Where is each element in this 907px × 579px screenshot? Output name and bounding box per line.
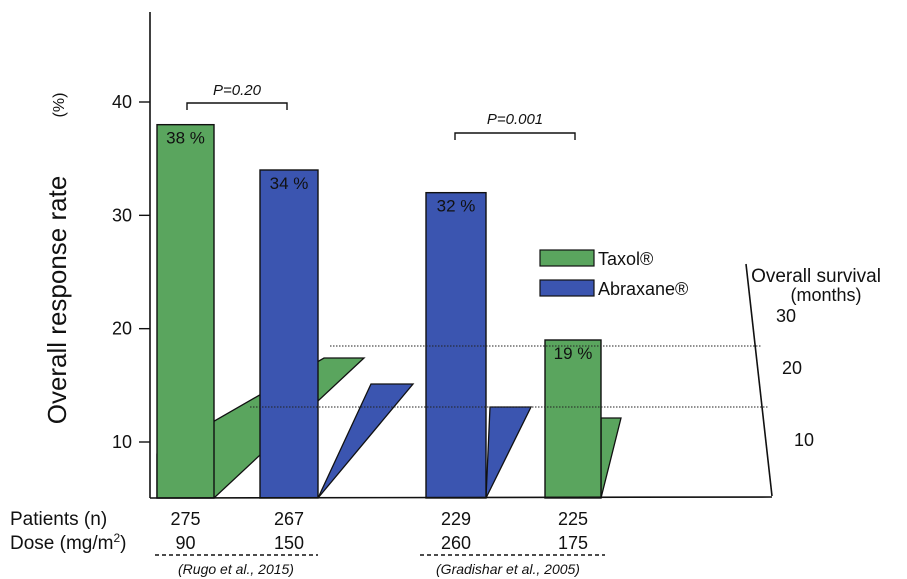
survival-bar-2 bbox=[317, 383, 415, 499]
legend-label-taxol: Taxol® bbox=[598, 249, 653, 269]
bar-value-label-3: 32 % bbox=[437, 197, 476, 216]
table-values: 275 90 267 150 229 260 225 175 bbox=[170, 509, 588, 553]
bar-value-label-2: 34 % bbox=[270, 174, 309, 193]
data-table: Patients (n) Dose (mg/m2) 275 90 267 150 229… bbox=[10, 509, 605, 577]
bar-value-label-1: 38 % bbox=[166, 129, 205, 148]
p-value-label-1: P=0.20 bbox=[213, 82, 262, 99]
survival-axis-label-line1: Overall survival bbox=[751, 266, 881, 287]
survival-tick-10: 10 bbox=[794, 430, 814, 450]
response-bar-1 bbox=[156, 123, 215, 499]
patients-value-4: 225 bbox=[558, 509, 588, 529]
response-bar-2 bbox=[259, 169, 319, 499]
dose-row-label: Dose (mg/m2) bbox=[10, 531, 126, 554]
survival-axis-line bbox=[745, 263, 773, 497]
patients-value-3: 229 bbox=[441, 509, 471, 529]
survival-tick-20: 20 bbox=[782, 358, 802, 378]
y-tick-label-10: 10 bbox=[112, 432, 132, 452]
x-axis-line bbox=[149, 496, 773, 499]
y-tick-label-20: 20 bbox=[112, 319, 132, 339]
legend-swatch-taxol bbox=[539, 249, 595, 267]
survival-axis: Overall survival (months) 30 20 10 bbox=[250, 263, 881, 497]
survival-bar-4 bbox=[600, 417, 622, 499]
reference-2: (Gradishar et al., 2005) bbox=[436, 561, 580, 577]
dose-value-3: 260 bbox=[441, 533, 471, 553]
bracket-1 bbox=[186, 102, 288, 110]
y-tick-label-30: 30 bbox=[112, 205, 132, 225]
dose-label-sup: 2 bbox=[113, 531, 120, 545]
legend-swatch-abraxane bbox=[539, 279, 595, 297]
reference-1: (Rugo et al., 2015) bbox=[178, 561, 294, 577]
legend: Taxol® Abraxane® bbox=[539, 249, 688, 299]
patients-row-label: Patients (n) bbox=[10, 509, 107, 530]
patients-value-1: 275 bbox=[170, 509, 200, 529]
y-axis-unit: (%) bbox=[51, 93, 68, 118]
bar-value-label-4: 19 % bbox=[554, 344, 593, 363]
legend-label-abraxane: Abraxane® bbox=[598, 279, 688, 299]
dose-value-2: 150 bbox=[274, 533, 304, 553]
p-value-label-2: P=0.001 bbox=[487, 111, 543, 128]
response-bar-3 bbox=[425, 191, 487, 499]
dose-value-4: 175 bbox=[558, 533, 588, 553]
p-value-brackets: P=0.20 P=0.001 bbox=[186, 82, 576, 140]
dose-label-text: Dose (mg/m bbox=[10, 533, 113, 554]
dose-label-close: ) bbox=[120, 533, 126, 554]
survival-tick-30: 30 bbox=[776, 306, 796, 326]
response-bar-4 bbox=[544, 339, 602, 499]
survival-axis-label-line2: (months) bbox=[790, 285, 861, 305]
bracket-2 bbox=[454, 132, 576, 140]
survival-bar-3 bbox=[485, 406, 533, 499]
y-axis-label: Overall response rate bbox=[42, 176, 72, 425]
y-tick-label-40: 40 bbox=[112, 92, 132, 112]
y-axis-ticks: 10 20 30 40 bbox=[112, 92, 150, 452]
dose-value-1: 90 bbox=[175, 533, 195, 553]
patients-value-2: 267 bbox=[274, 509, 304, 529]
